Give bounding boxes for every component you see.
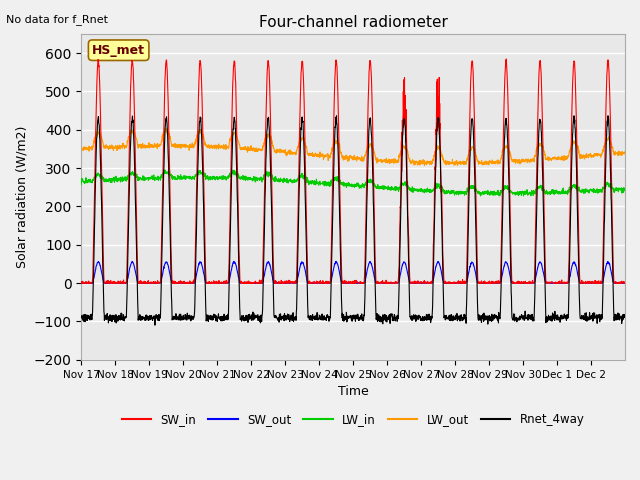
- X-axis label: Time: Time: [338, 385, 369, 398]
- Text: No data for f_Rnet: No data for f_Rnet: [6, 14, 108, 25]
- Title: Four-channel radiometer: Four-channel radiometer: [259, 15, 447, 30]
- Text: HS_met: HS_met: [92, 44, 145, 57]
- Y-axis label: Solar radiation (W/m2): Solar radiation (W/m2): [15, 126, 28, 268]
- Legend: SW_in, SW_out, LW_in, LW_out, Rnet_4way: SW_in, SW_out, LW_in, LW_out, Rnet_4way: [117, 408, 589, 431]
